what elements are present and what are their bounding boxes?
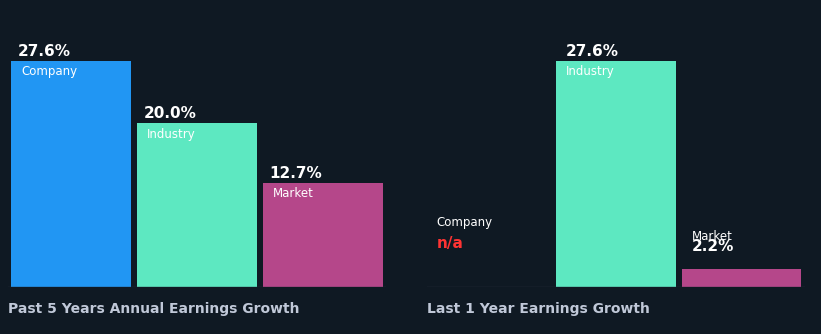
Text: Market: Market	[692, 230, 733, 243]
Text: 12.7%: 12.7%	[269, 166, 322, 181]
Text: Industry: Industry	[147, 128, 196, 141]
Bar	[681, 269, 801, 287]
Bar	[137, 124, 257, 287]
Text: 2.2%: 2.2%	[692, 239, 734, 255]
Text: 27.6%: 27.6%	[18, 44, 71, 59]
Text: Industry: Industry	[566, 65, 615, 78]
Text: Market: Market	[273, 187, 314, 200]
Text: Last 1 Year Earnings Growth: Last 1 Year Earnings Growth	[427, 303, 649, 317]
Text: Past 5 Years Annual Earnings Growth: Past 5 Years Annual Earnings Growth	[8, 303, 300, 317]
Bar	[556, 61, 676, 287]
Bar	[263, 183, 383, 287]
Bar	[11, 61, 131, 287]
Text: Company: Company	[437, 216, 493, 229]
Text: n/a: n/a	[437, 236, 463, 252]
Text: 20.0%: 20.0%	[144, 106, 196, 121]
Text: Company: Company	[21, 65, 77, 78]
Text: 27.6%: 27.6%	[566, 44, 619, 59]
